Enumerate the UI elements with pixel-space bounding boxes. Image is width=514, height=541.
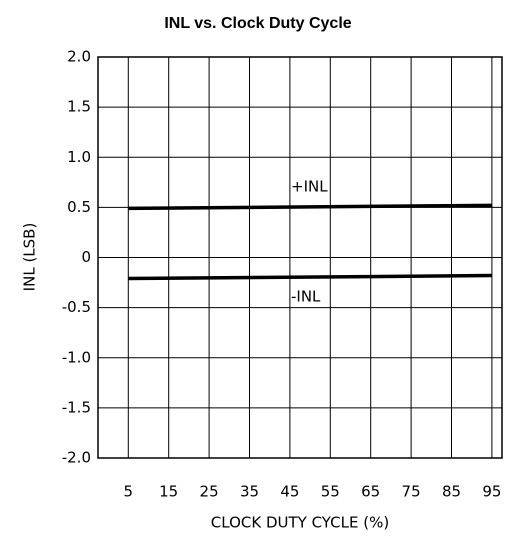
x-tick-label: 75 bbox=[402, 483, 421, 501]
x-tick-label: 25 bbox=[200, 483, 219, 501]
x-tick-label: 65 bbox=[361, 483, 380, 501]
y-tick-label: 1.0 bbox=[67, 148, 91, 166]
y-tick-label: -2.0 bbox=[62, 449, 91, 467]
y-tick-label: -1.5 bbox=[62, 398, 91, 416]
y-tick-label: -0.5 bbox=[62, 298, 91, 316]
x-tick-label: 85 bbox=[442, 483, 461, 501]
y-tick-label: 0.5 bbox=[67, 198, 91, 216]
x-tick-label: 5 bbox=[124, 483, 134, 501]
x-tick-label: 45 bbox=[280, 483, 299, 501]
series-annotation: +INL bbox=[291, 177, 328, 195]
series-line bbox=[128, 273, 492, 281]
x-axis-label: CLOCK DUTY CYCLE (%) bbox=[211, 514, 389, 532]
x-tick-label: 15 bbox=[159, 483, 178, 501]
y-axis-label: INL (LSB) bbox=[21, 223, 39, 292]
x-tick-label: 55 bbox=[321, 483, 340, 501]
series-annotation: -INL bbox=[291, 288, 321, 306]
x-tick-label: 95 bbox=[482, 483, 501, 501]
y-tick-label: 1.5 bbox=[67, 98, 91, 116]
chart-title: INL vs. Clock Duty Cycle bbox=[164, 15, 351, 32]
x-tick-label: 35 bbox=[240, 483, 259, 501]
series-line bbox=[128, 203, 492, 211]
y-tick-label: -1.0 bbox=[62, 348, 91, 366]
y-tick-label: 0 bbox=[81, 248, 91, 266]
y-tick-label: 2.0 bbox=[67, 48, 91, 66]
